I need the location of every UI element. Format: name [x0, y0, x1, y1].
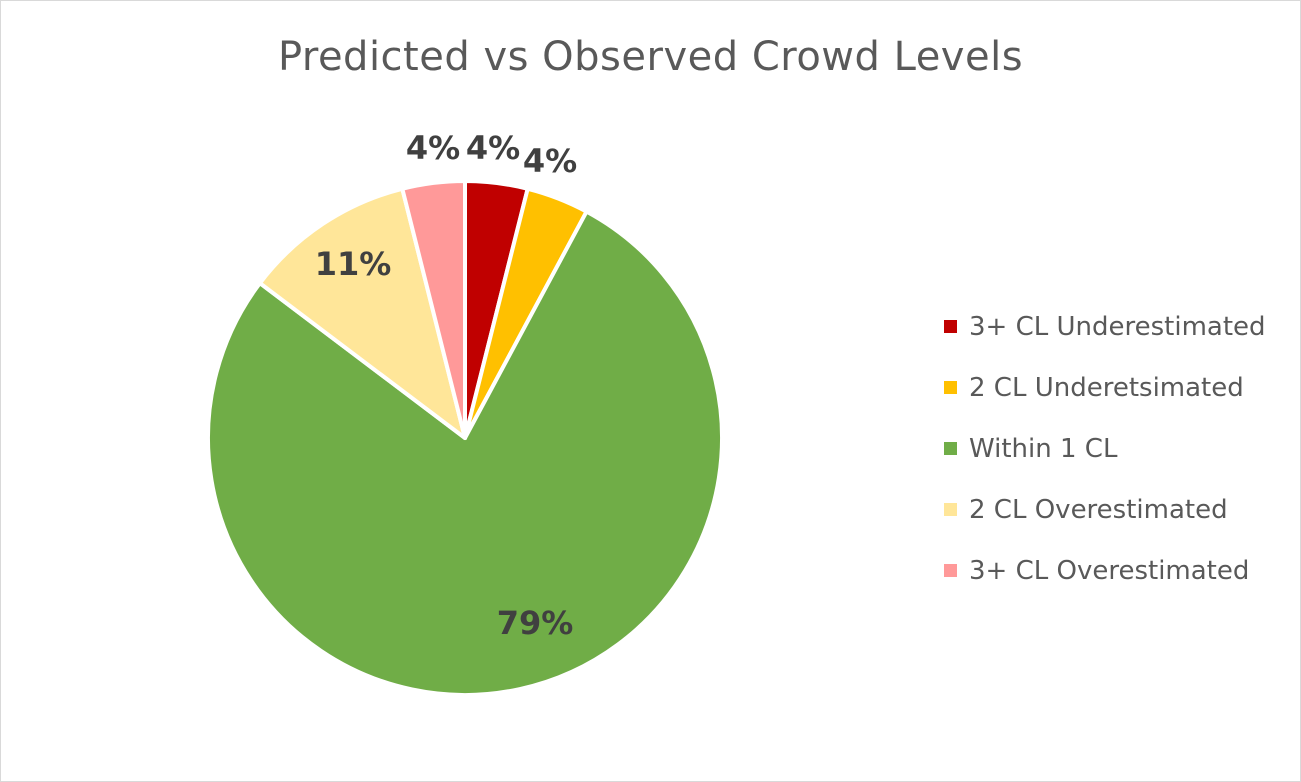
slice-data-label: 4% [523, 142, 577, 180]
legend-swatch [944, 442, 957, 455]
chart-title: Predicted vs Observed Crowd Levels [277, 34, 1024, 80]
legend-swatch [944, 503, 957, 516]
legend-swatch [944, 320, 957, 333]
legend-item: 3+ CL Underestimated [944, 296, 1266, 357]
slice-data-label: 79% [497, 604, 574, 642]
pie-slice-4 [257, 186, 467, 440]
legend-item: 2 CL Underetsimated [944, 357, 1266, 418]
slice-data-label: 11% [315, 245, 392, 283]
legend-label: 2 CL Overestimated [969, 494, 1228, 525]
legend-item: Within 1 CL [944, 418, 1266, 479]
legend-label: Within 1 CL [969, 433, 1118, 464]
legend: 3+ CL Underestimated 2 CL Underetsimated W… [944, 296, 1266, 601]
pie-slice-5 [400, 179, 467, 440]
legend-swatch [944, 381, 957, 394]
legend-item: 2 CL Overestimated [944, 479, 1266, 540]
slice-data-label: 4% [466, 129, 520, 167]
slice-data-label: 4% [406, 129, 460, 167]
legend-label: 3+ CL Underestimated [969, 311, 1266, 342]
pie-slice-3 [206, 209, 724, 697]
legend-label: 2 CL Underetsimated [969, 372, 1244, 403]
legend-label: 3+ CL Overestimated [969, 555, 1250, 586]
legend-swatch [944, 564, 957, 577]
legend-item: 3+ CL Overestimated [944, 540, 1266, 601]
